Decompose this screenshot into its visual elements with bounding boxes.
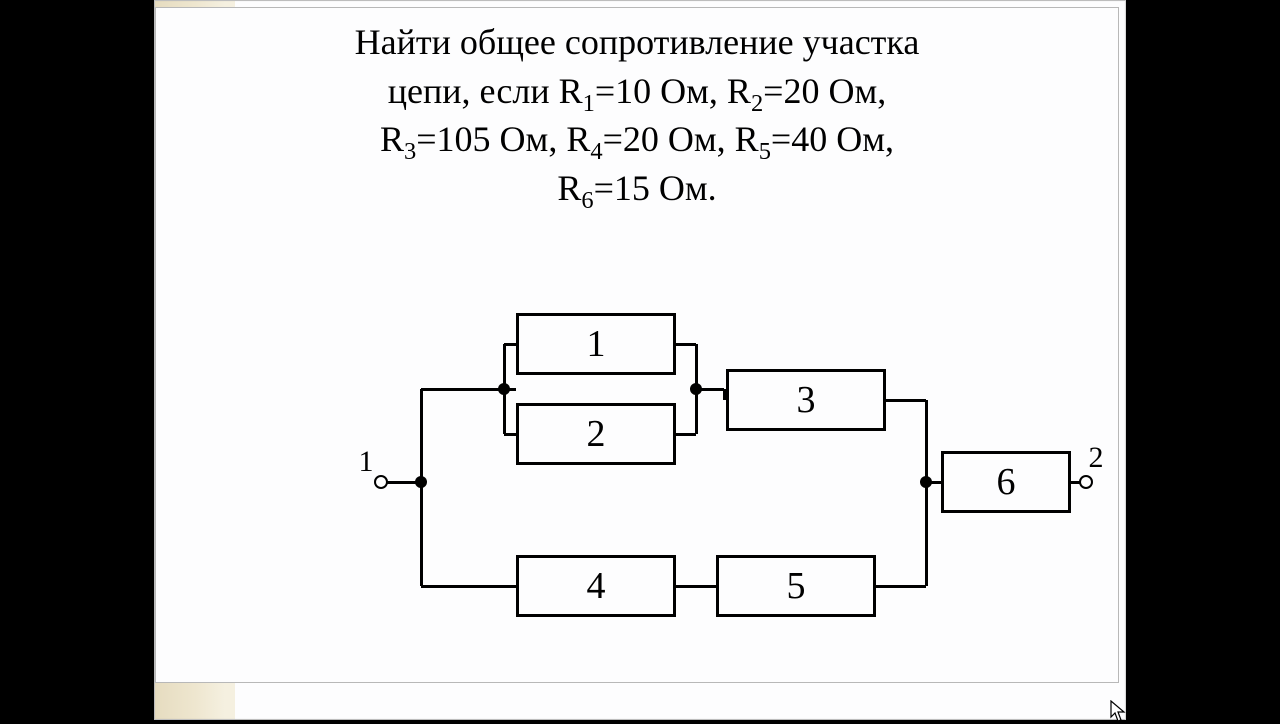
r2s: 2: [751, 90, 763, 117]
resistor-r1: 1: [516, 313, 676, 375]
wire: [925, 400, 928, 482]
terminal-label: 1: [359, 447, 374, 477]
r6l: R: [557, 168, 581, 208]
resistor-r4: 4: [516, 555, 676, 617]
content-frame: Найти общее сопротивление участка цепи, …: [155, 7, 1119, 683]
wire: [420, 389, 423, 482]
r6s: 6: [581, 187, 593, 214]
wire: [676, 433, 696, 436]
r1v: =10 Ом,: [595, 71, 727, 111]
junction-node: [920, 476, 932, 488]
r2l: R: [727, 71, 751, 111]
terminal: [1079, 475, 1093, 489]
r3v: =105 Ом,: [416, 119, 566, 159]
wire: [876, 585, 926, 588]
r2v: =20 Ом,: [763, 71, 886, 111]
r5l: R: [735, 119, 759, 159]
wire: [676, 585, 716, 588]
junction-node: [498, 383, 510, 395]
terminal: [374, 475, 388, 489]
r1l: R: [559, 71, 583, 111]
r4s: 4: [590, 138, 602, 165]
wire: [420, 482, 423, 586]
terminal-label: 2: [1089, 443, 1104, 473]
line2-pre: цепи, если: [388, 71, 559, 111]
circuit-diagram: 12123456: [326, 284, 1066, 624]
line1: Найти общее сопротивление участка: [355, 22, 920, 62]
r4l: R: [566, 119, 590, 159]
r6v: =15 Ом.: [594, 168, 717, 208]
wire: [421, 585, 516, 588]
wire: [676, 343, 696, 346]
r1s: 1: [583, 90, 595, 117]
junction-node: [415, 476, 427, 488]
resistor-r2: 2: [516, 403, 676, 465]
junction-node: [690, 383, 702, 395]
slide: Найти общее сопротивление участка цепи, …: [154, 0, 1126, 720]
r5s: 5: [759, 138, 771, 165]
r4v: =20 Ом,: [603, 119, 735, 159]
r3l: R: [380, 119, 404, 159]
wire: [504, 433, 516, 436]
problem-text: Найти общее сопротивление участка цепи, …: [156, 18, 1118, 212]
resistor-r5: 5: [716, 555, 876, 617]
resistor-r6: 6: [941, 451, 1071, 513]
wire: [925, 482, 928, 586]
wire: [886, 399, 926, 402]
wire: [504, 343, 516, 346]
r5v: =40 Ом,: [771, 119, 894, 159]
r3s: 3: [404, 138, 416, 165]
resistor-r3: 3: [726, 369, 886, 431]
